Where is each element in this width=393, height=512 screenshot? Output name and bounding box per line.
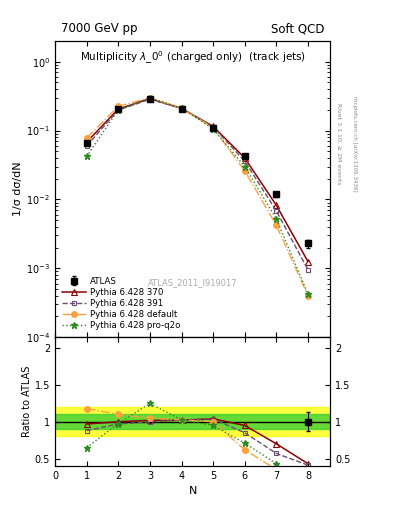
- Pythia 6.428 default: [84, 135, 89, 141]
- Pythia 6.428 391: [306, 267, 310, 273]
- Pythia 6.428 391: [179, 105, 184, 112]
- Pythia 6.428 default: [147, 95, 152, 101]
- Pythia 6.428 370: [179, 105, 184, 112]
- Pythia 6.428 370: [116, 106, 121, 112]
- Legend: ATLAS, Pythia 6.428 370, Pythia 6.428 391, Pythia 6.428 default, Pythia 6.428 pr: ATLAS, Pythia 6.428 370, Pythia 6.428 39…: [59, 274, 183, 333]
- Pythia 6.428 pro-q2o: [242, 163, 247, 169]
- Pythia 6.428 default: [179, 105, 184, 111]
- Text: Multiplicity $\lambda\_0^0$ (charged only)  (track jets): Multiplicity $\lambda\_0^0$ (charged onl…: [79, 50, 306, 67]
- Pythia 6.428 pro-q2o: [274, 216, 279, 222]
- Bar: [55, 414, 330, 429]
- Pythia 6.428 pro-q2o: [116, 106, 121, 113]
- Pythia 6.428 391: [274, 208, 279, 214]
- Pythia 6.428 391: [116, 107, 121, 113]
- X-axis label: N: N: [188, 486, 197, 496]
- Pythia 6.428 default: [242, 168, 247, 174]
- Text: ATLAS_2011_I919017: ATLAS_2011_I919017: [148, 278, 237, 287]
- Line: Pythia 6.428 pro-q2o: Pythia 6.428 pro-q2o: [83, 94, 312, 297]
- Pythia 6.428 default: [211, 124, 215, 131]
- Pythia 6.428 391: [147, 96, 152, 102]
- Pythia 6.428 370: [84, 139, 89, 145]
- Line: Pythia 6.428 default: Pythia 6.428 default: [84, 95, 311, 298]
- Pythia 6.428 370: [147, 96, 152, 102]
- Pythia 6.428 391: [84, 143, 89, 149]
- Pythia 6.428 370: [211, 123, 215, 130]
- Text: mcplots.cern.ch [arXiv:1306.3436]: mcplots.cern.ch [arXiv:1306.3436]: [352, 96, 357, 191]
- Pythia 6.428 370: [242, 155, 247, 161]
- Text: Soft QCD: Soft QCD: [271, 22, 325, 35]
- Pythia 6.428 pro-q2o: [179, 105, 184, 111]
- Pythia 6.428 370: [274, 202, 279, 208]
- Line: Pythia 6.428 370: Pythia 6.428 370: [84, 96, 311, 264]
- Text: 7000 GeV pp: 7000 GeV pp: [61, 22, 137, 35]
- Pythia 6.428 default: [116, 103, 121, 110]
- Bar: [55, 407, 330, 437]
- Line: Pythia 6.428 391: Pythia 6.428 391: [84, 97, 310, 272]
- Pythia 6.428 pro-q2o: [211, 126, 215, 132]
- Y-axis label: 1/σ dσ/dN: 1/σ dσ/dN: [13, 162, 23, 217]
- Pythia 6.428 370: [306, 259, 310, 265]
- Pythia 6.428 pro-q2o: [147, 95, 152, 101]
- Text: Rivet 3.1.10, ≥ 2M events: Rivet 3.1.10, ≥ 2M events: [336, 102, 341, 184]
- Pythia 6.428 pro-q2o: [306, 291, 310, 297]
- Pythia 6.428 default: [274, 222, 279, 228]
- Pythia 6.428 391: [211, 124, 215, 130]
- Pythia 6.428 391: [242, 158, 247, 164]
- Pythia 6.428 default: [306, 293, 310, 299]
- Y-axis label: Ratio to ATLAS: Ratio to ATLAS: [22, 366, 32, 437]
- Pythia 6.428 pro-q2o: [84, 154, 89, 160]
